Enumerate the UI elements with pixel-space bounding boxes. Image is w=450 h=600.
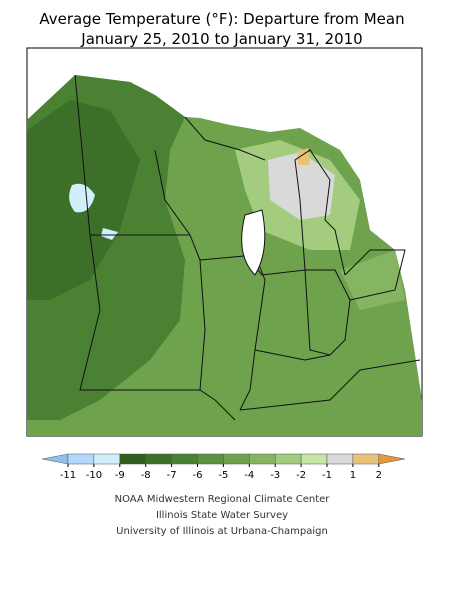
legend-swatch [249,453,276,465]
legend-swatch [171,453,198,465]
legend-swatch [145,453,172,465]
state-lines [74,74,421,421]
legend-tick-label: -6 [193,470,203,481]
legend-tick-label: -5 [218,470,228,481]
legend-swatch [223,453,250,465]
title-line: Average Temperature (°F): Departure from… [39,10,404,28]
map [26,47,423,437]
legend-arrow [378,453,405,465]
legend-tick-label: -8 [141,470,151,481]
color-legend: -11 -10 -9 -8 -7 -6 -5 -4 -3 -2 -1 1 2 [41,453,405,481]
legend-tick-label: 2 [376,470,382,481]
legend-swatch [352,453,380,465]
legend-tick-label: -11 [60,470,76,481]
legend-tick-label: -3 [270,470,280,481]
legend-swatch [119,453,146,465]
legend-tick-label: -10 [86,470,102,481]
legend-tick-label: -1 [322,470,332,481]
region-fill [340,250,405,310]
region-fill [101,228,118,240]
legend-arrow [41,453,69,465]
region-fill [69,183,95,213]
title-line: January 25, 2010 to January 31, 2010 [80,30,362,48]
region-fill [268,152,335,220]
credit-line: Illinois State Water Survey [156,510,288,521]
legend-tick-label: -9 [115,470,125,481]
legend-tick-label: -4 [244,470,254,481]
legend-swatch [197,453,224,465]
legend-swatch [326,453,354,465]
credit-line: NOAA Midwestern Regional Climate Center [115,494,331,505]
legend-swatch [300,453,328,465]
legend-swatch [274,453,302,465]
legend-tick-label: -7 [167,470,177,481]
legend-tick-label: -2 [296,470,306,481]
credit-line: University of Illinois at Urbana-Champai… [116,526,328,537]
legend-tick-label: 1 [350,470,356,481]
legend-swatch [67,453,95,465]
legend-swatch [93,453,121,465]
